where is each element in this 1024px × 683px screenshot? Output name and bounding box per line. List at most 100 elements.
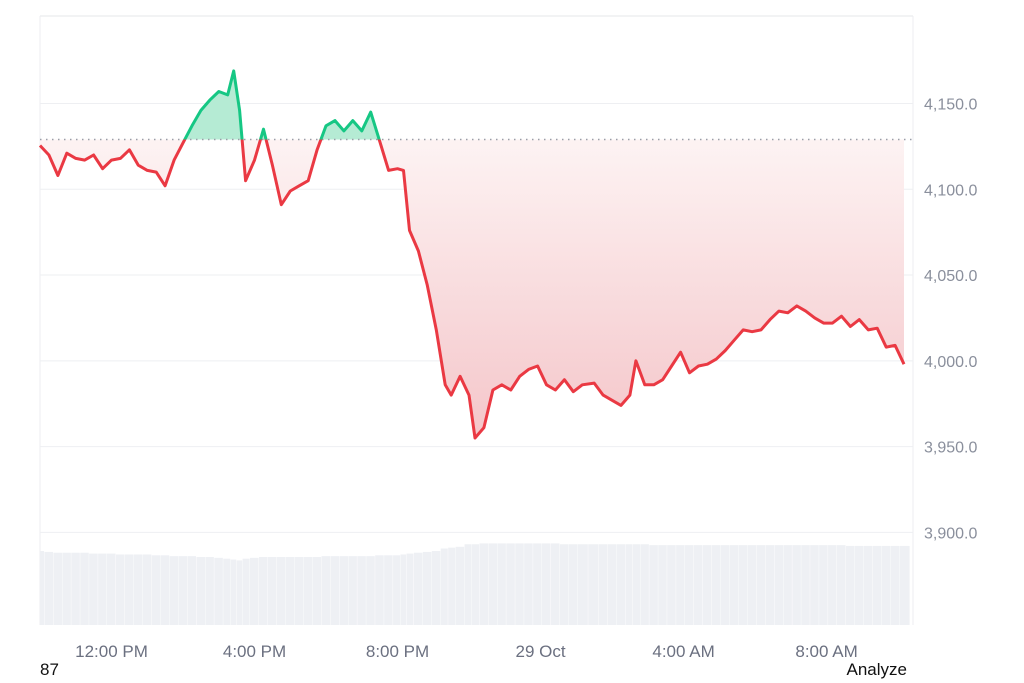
- volume-bar: [303, 557, 313, 625]
- volume-bar: [632, 544, 640, 625]
- volume-bar: [810, 545, 819, 625]
- x-tick-label: 4:00 PM: [223, 642, 286, 661]
- x-tick-label: 8:00 AM: [795, 642, 857, 661]
- volume-bar: [107, 553, 116, 625]
- volume-bar: [89, 553, 98, 625]
- volume-bar: [267, 557, 277, 625]
- volume-bar: [242, 558, 250, 625]
- volume-bar: [40, 551, 45, 625]
- down-area: [40, 139, 904, 438]
- volume-bar: [406, 553, 414, 625]
- volume-bar: [854, 545, 864, 625]
- volume-bar: [431, 551, 441, 625]
- y-tick-label: 4,000.0: [924, 354, 977, 371]
- volume-bar: [53, 552, 62, 625]
- volume-bar: [348, 556, 357, 625]
- volume-bar: [765, 545, 775, 625]
- volume-bar: [294, 557, 304, 625]
- price-lines: [38, 69, 906, 440]
- volume-bar: [658, 545, 667, 625]
- volume-bar: [375, 555, 384, 625]
- volume-bar: [440, 548, 448, 625]
- volume-bar: [98, 553, 107, 625]
- volume-bar: [568, 544, 578, 625]
- volume-bar: [44, 551, 54, 625]
- volume-bar: [223, 558, 231, 625]
- y-tick-label: 4,150.0: [924, 96, 977, 113]
- volume-bar: [729, 545, 739, 625]
- volume-bar: [515, 543, 524, 625]
- volume-bar: [524, 543, 533, 625]
- volume-bar: [384, 555, 393, 625]
- volume-bar: [550, 543, 560, 625]
- volume-bar: [801, 545, 810, 625]
- volume-bar: [400, 554, 407, 625]
- volume-bar: [693, 545, 703, 625]
- volume-bar: [747, 545, 757, 625]
- volume-bar: [899, 545, 910, 625]
- y-tick-label: 4,100.0: [924, 182, 977, 199]
- volume-bar: [506, 543, 515, 625]
- volume-bar: [258, 557, 268, 625]
- up-area: [40, 70, 904, 140]
- volume-bar: [625, 544, 633, 625]
- volume-bar: [285, 557, 295, 625]
- volume-bar: [890, 545, 900, 625]
- volume-bar: [169, 556, 179, 625]
- analyze-button[interactable]: Analyze: [846, 660, 907, 679]
- volume-bar: [756, 545, 766, 625]
- volume-bar: [236, 560, 243, 625]
- x-tick-label: 8:00 PM: [366, 642, 429, 661]
- volume-bar: [312, 557, 322, 625]
- volume-bar: [598, 544, 608, 625]
- volume-bar: [160, 555, 170, 625]
- volume-bar: [559, 544, 569, 625]
- volume-bar: [616, 544, 626, 625]
- volume-bar: [330, 556, 340, 625]
- volume-bar: [685, 545, 694, 625]
- volume-bar: [133, 554, 143, 625]
- volume-bar: [881, 545, 891, 625]
- volume-bar: [588, 544, 599, 625]
- volume-bar: [321, 556, 331, 625]
- volume-bar: [448, 547, 456, 625]
- volume-bar: [845, 545, 855, 625]
- y-axis: 4,150.0 4,100.0 4,050.0 4,000.0 3,950.0 3,900…: [924, 96, 977, 542]
- volume-bar: [542, 543, 551, 625]
- volume-bar: [276, 557, 286, 625]
- volume-bar: [738, 545, 748, 625]
- volume-bar: [151, 555, 161, 625]
- volume-bar: [607, 544, 617, 625]
- x-axis: 12:00 PM 4:00 PM 8:00 PM 29 Oct 4:00 AM 8:00 …: [75, 642, 858, 661]
- volume-bar: [422, 551, 432, 625]
- volume-bar: [230, 559, 237, 625]
- volume-bar: [62, 552, 71, 625]
- volume-bar: [792, 545, 801, 625]
- volume-bar: [533, 543, 542, 625]
- volume-bar: [80, 552, 89, 625]
- price-line-down: [38, 139, 906, 440]
- x-tick-label: 29 Oct: [516, 642, 566, 661]
- volume-bar: [711, 545, 721, 625]
- volume-bar: [115, 554, 125, 625]
- volume-bar: [413, 552, 423, 625]
- volume-bar: [577, 544, 588, 625]
- footer-value: 87: [40, 660, 59, 679]
- volume-bar: [455, 546, 465, 625]
- volume-bar: [720, 545, 730, 625]
- volume-bar: [819, 545, 828, 625]
- price-line-up: [183, 69, 381, 140]
- y-tick-label: 3,900.0: [924, 525, 977, 542]
- volume-bar: [837, 545, 846, 625]
- volume-bar: [464, 544, 472, 625]
- volume-bar: [667, 545, 676, 625]
- volume-bar: [393, 555, 401, 625]
- volume-bar: [124, 554, 134, 625]
- price-areas: [40, 70, 904, 438]
- volume-bar: [863, 545, 873, 625]
- volume-bar: [178, 556, 188, 625]
- volume-bar: [472, 544, 480, 625]
- volume-bar: [640, 544, 649, 625]
- volume-bar: [828, 545, 837, 625]
